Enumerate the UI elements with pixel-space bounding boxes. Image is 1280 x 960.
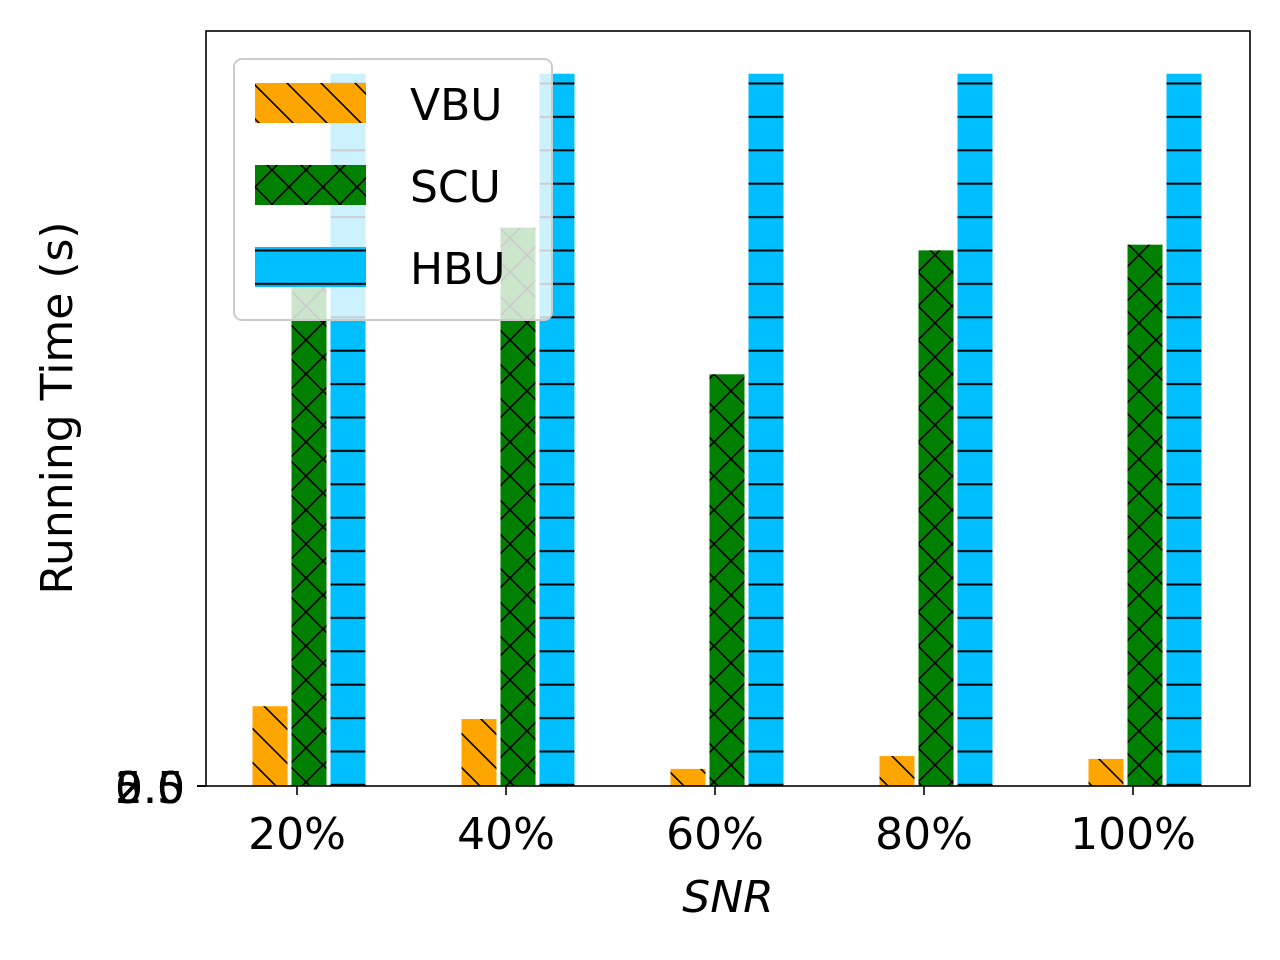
bar-scu-20pct [291,270,327,786]
y-tick-label: 0.0 [115,763,185,814]
legend: VBU SCU HBU [233,58,553,321]
bar-scu-100pct [1127,244,1163,786]
legend-label: VBU [410,80,503,131]
legend-item-hbu: HBU [255,244,505,295]
bar-vbu-60pct [670,768,706,786]
x-tick-label: 40% [457,809,555,860]
bar-vbu-100pct [1088,758,1124,786]
y-tick-label: 5.0 [115,763,185,814]
bar-scu-80pct [918,250,954,786]
bar-hbu-100pct [1166,73,1202,787]
legend-label: HBU [410,244,505,295]
legend-item-vbu: VBU [255,80,503,131]
bar-hbu-60pct [748,73,784,787]
bar-scu-60pct [709,374,745,786]
plot-frame [205,30,1251,787]
bar-vbu-40pct [461,719,497,786]
bar-hbu-40pct [539,73,575,787]
x-tick-label: 100% [1070,809,1196,860]
bar-vbu-20pct [252,706,288,786]
x-tick-label: 60% [666,809,764,860]
y-axis: 0.02.55.0 Running Time (s) [32,221,206,814]
x-axis-title: SNR [682,872,773,923]
y-axis-title: Running Time (s) [32,221,83,594]
legend-item-scu: SCU [255,162,501,213]
x-axis: 20% 40% 60% 80% 100% SNR [248,786,1196,923]
bar-hbu-80pct [957,73,993,787]
legend-label: SCU [410,162,501,213]
bar-vbu-80pct [879,756,915,786]
bars-group [252,73,1202,787]
y-tick-label: 2.5 [115,763,185,814]
x-tick-label: 80% [875,809,973,860]
x-tick-label: 20% [248,809,346,860]
